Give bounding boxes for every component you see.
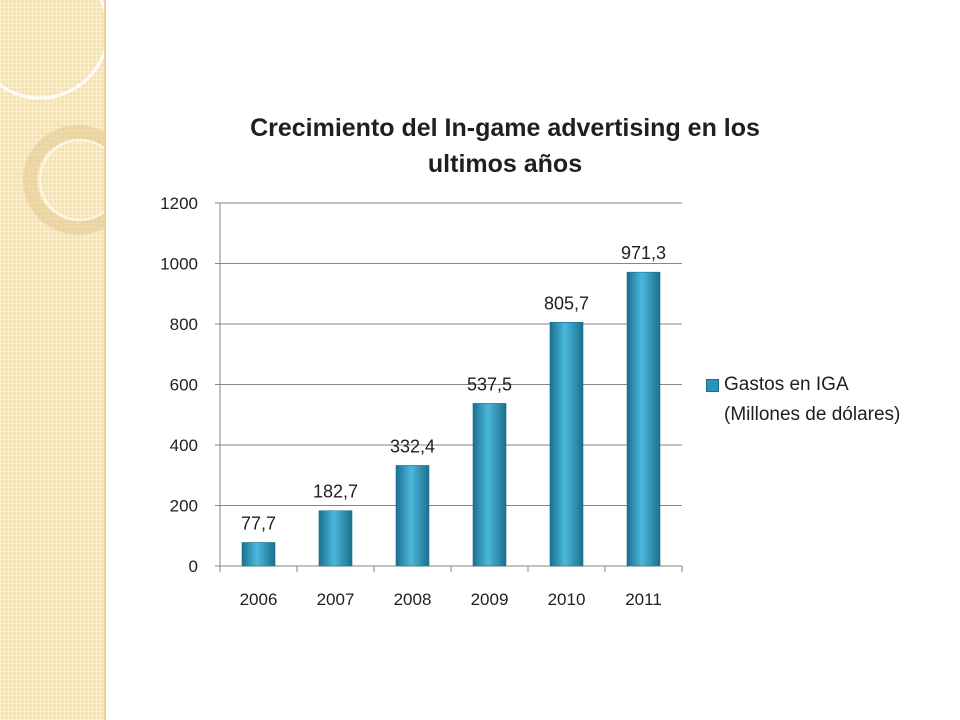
x-tick-label-2010: 2010	[548, 590, 586, 609]
data-label-2008: 332,4	[390, 436, 435, 456]
y-tick-label: 200	[170, 497, 198, 516]
data-label-2010: 805,7	[544, 293, 589, 313]
x-tick-label-2009: 2009	[471, 590, 509, 609]
data-label-2006: 77,7	[241, 513, 276, 533]
bar-2007	[318, 510, 353, 567]
data-label-2009: 537,5	[467, 374, 512, 394]
y-tick-label: 1200	[160, 194, 198, 213]
x-tick-label-2008: 2008	[394, 590, 432, 609]
data-label-2011: 971,3	[621, 243, 666, 263]
chart-title: Crecimiento del In-game advertising en l…	[180, 110, 830, 182]
y-tick-label: 800	[170, 315, 198, 334]
x-tick-label-2006: 2006	[240, 590, 278, 609]
data-label-2007: 182,7	[313, 482, 358, 502]
x-tick-label-2011: 2011	[625, 590, 662, 609]
y-tick-label: 400	[170, 436, 198, 455]
bar-2010	[549, 321, 584, 567]
bar-2006	[241, 542, 276, 567]
legend-swatch	[706, 379, 719, 392]
y-tick-label: 1000	[160, 255, 198, 274]
legend-label: Gastos en IGA (Millones de dólares)	[706, 370, 946, 430]
bar-2009	[472, 403, 507, 567]
chart-title-line-1: Crecimiento del In-game advertising en l…	[250, 114, 760, 142]
chart-title-line-2: ultimos años	[427, 150, 583, 178]
y-tick-label: 600	[170, 376, 198, 395]
chart-legend: Gastos en IGA (Millones de dólares)	[706, 370, 946, 430]
x-tick-label-2007: 2007	[317, 590, 355, 609]
y-tick-label: 0	[189, 557, 198, 576]
decorative-rings	[0, 0, 104, 235]
decorative-side-panel	[0, 0, 106, 720]
bar-2008	[395, 465, 430, 567]
legend-label-line-1: Gastos en IGA	[724, 374, 849, 395]
legend-label-line-2: (Millones de dólares)	[724, 404, 901, 425]
bar-2011	[626, 271, 661, 567]
